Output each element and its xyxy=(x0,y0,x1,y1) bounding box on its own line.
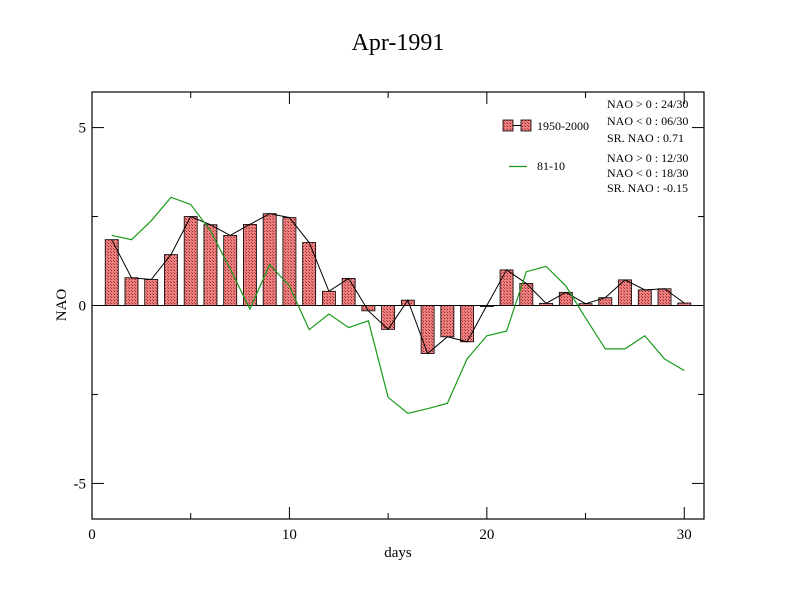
bar-day-17 xyxy=(420,305,435,354)
legend-entry-1950-2000: 1950-2000 xyxy=(502,119,589,133)
bar-day-6 xyxy=(203,224,218,306)
y-tick-label: 5 xyxy=(79,121,87,137)
bar-day-11 xyxy=(302,242,317,306)
x-tick-label: 0 xyxy=(88,527,96,543)
bar-day-4 xyxy=(164,254,178,306)
bar-day-2 xyxy=(124,277,139,306)
bar-connector-line xyxy=(111,213,685,355)
bar-day-10 xyxy=(282,217,297,306)
bar-day-30 xyxy=(677,302,692,306)
stat-1950-2000-negative: NAO < 0 : 06/30 xyxy=(607,114,688,128)
series-line-81-10 xyxy=(111,196,685,414)
x-tick-label: 30 xyxy=(677,527,692,543)
bar-day-28 xyxy=(637,289,652,306)
stat-81-10-negative: NAO < 0 : 18/30 xyxy=(607,166,688,180)
chart-title: Apr-1991 xyxy=(352,30,445,56)
stats-block: NAO > 0 : 24/30 NAO < 0 : 06/30 SR. NAO … xyxy=(607,97,688,195)
bars-series xyxy=(104,213,692,354)
y-tick-label: -5 xyxy=(74,476,87,492)
axis-ticks: 0 10 20 30 5 0 -5 xyxy=(74,92,704,543)
stat-81-10-sr: SR. NAO : -0.15 xyxy=(607,181,688,195)
bar-day-3 xyxy=(144,279,159,306)
x-tick-label: 10 xyxy=(282,527,297,543)
stat-81-10-positive: NAO > 0 : 12/30 xyxy=(607,151,688,165)
legend-label-81-10: 81-10 xyxy=(537,159,565,173)
bar-day-15 xyxy=(381,305,396,330)
x-tick-label: 20 xyxy=(479,527,494,543)
bar-day-7 xyxy=(223,235,238,306)
legend: 1950-2000 81-10 xyxy=(502,119,589,173)
y-axis-label: NAO xyxy=(54,289,70,322)
legend-bar-swatch-2 xyxy=(520,119,532,132)
bar-day-29 xyxy=(657,288,672,306)
bar-day-21 xyxy=(499,269,514,306)
bar-day-5 xyxy=(183,216,198,306)
x-axis-label: days xyxy=(384,545,412,561)
bar-day-18 xyxy=(440,305,455,338)
bar-day-13 xyxy=(341,278,356,306)
legend-label-1950-2000: 1950-2000 xyxy=(537,119,589,133)
bar-day-12 xyxy=(321,290,336,306)
legend-bar-swatch xyxy=(502,119,514,132)
stat-1950-2000-positive: NAO > 0 : 24/30 xyxy=(607,97,688,111)
legend-entry-81-10: 81-10 xyxy=(509,159,565,173)
y-tick-label: 0 xyxy=(79,299,87,315)
bar-day-8 xyxy=(243,223,257,306)
stat-1950-2000-sr: SR. NAO : 0.71 xyxy=(607,131,684,145)
bar-day-19 xyxy=(460,305,475,343)
bar-day-9 xyxy=(262,213,277,306)
lines-layer xyxy=(111,196,685,414)
